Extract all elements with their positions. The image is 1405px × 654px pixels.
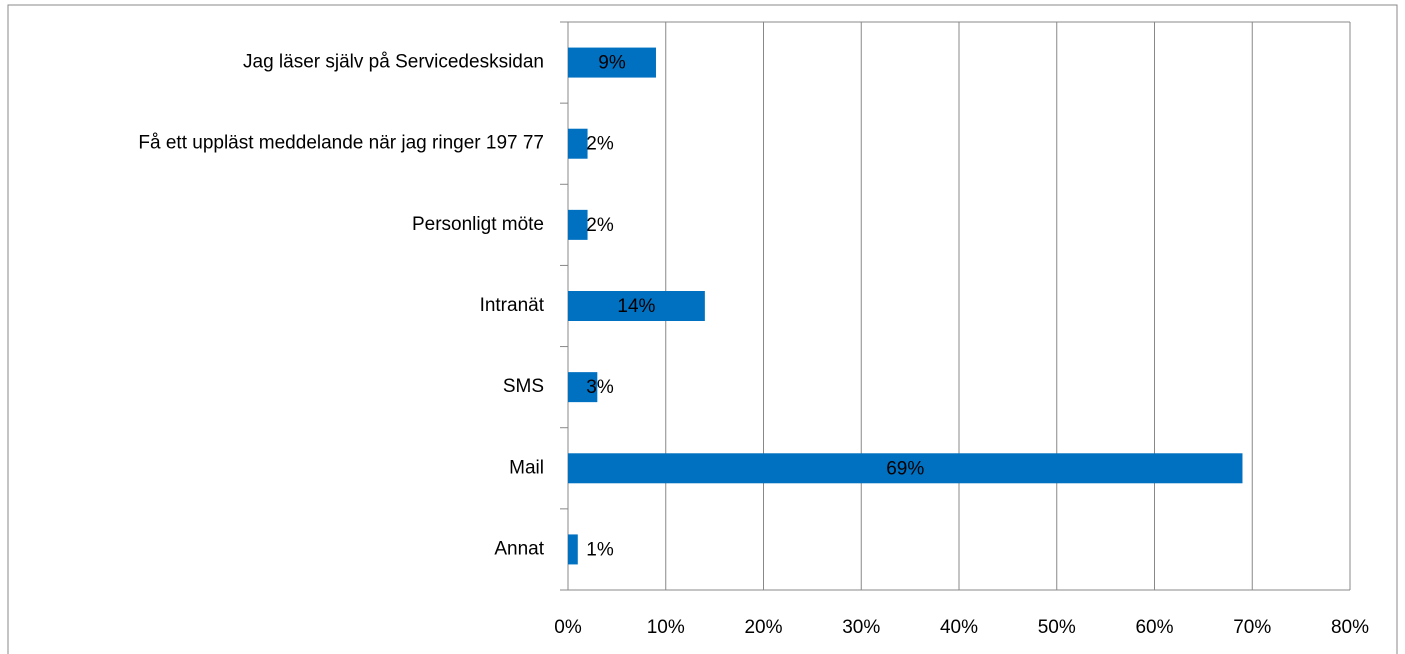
x-tick-label: 40% (940, 617, 978, 638)
data-label: 2% (586, 215, 614, 236)
x-tick-label: 80% (1331, 617, 1369, 638)
bar (568, 128, 588, 159)
x-tick-label: 10% (647, 617, 685, 638)
data-label: 14% (617, 296, 655, 317)
x-tick-label: 60% (1135, 617, 1173, 638)
data-label: 2% (586, 134, 614, 155)
bar (568, 453, 1243, 484)
chart-border (7, 4, 1398, 654)
x-tick-label: 20% (744, 617, 782, 638)
y-tick-label: Mail (509, 457, 544, 478)
y-tick-label: Annat (494, 538, 544, 559)
x-tick-label: 50% (1038, 617, 1076, 638)
data-label: 69% (886, 458, 924, 479)
bar (568, 372, 598, 403)
x-tick-label: 30% (842, 617, 880, 638)
y-tick-label: Personligt möte (412, 214, 544, 235)
bar (568, 534, 578, 565)
data-label: 9% (598, 53, 626, 74)
y-tick-label: Få ett uppläst meddelande när jag ringer… (138, 133, 544, 154)
y-tick-label: SMS (503, 376, 544, 397)
x-tick-label: 70% (1233, 617, 1271, 638)
data-label: 3% (586, 377, 614, 398)
bar (568, 209, 588, 240)
bar (568, 47, 656, 78)
bar (568, 291, 705, 321)
y-tick-label: Jag läser själv på Servicedesksidan (243, 52, 544, 73)
y-tick-label: Intranät (480, 295, 545, 316)
data-label: 1% (586, 539, 614, 560)
x-tick-label: 0% (554, 617, 582, 638)
